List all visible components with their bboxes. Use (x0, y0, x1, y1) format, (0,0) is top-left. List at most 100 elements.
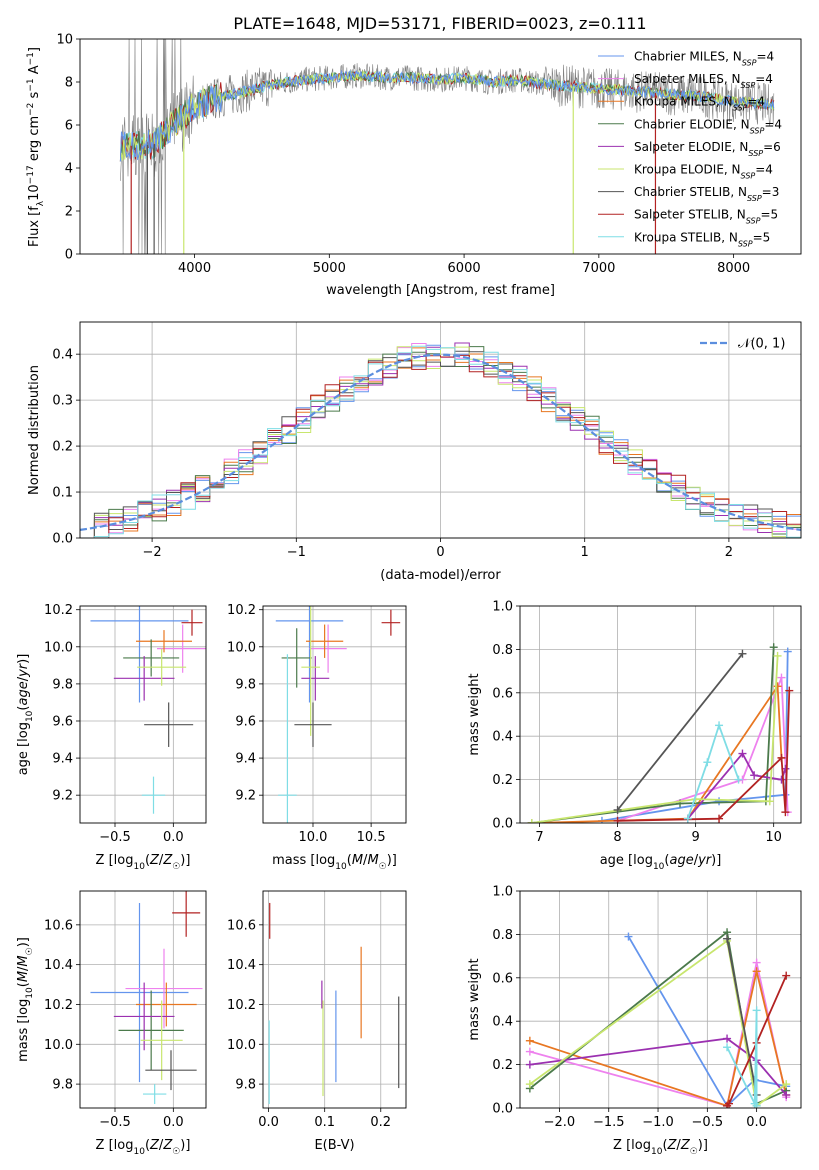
y-tick-label: 10.0 (44, 1038, 73, 1053)
axes-mass_vs_Z: −0.5 0.0 9.8 10.0 10.2 10.4 10.6 Z [log10(Z/Z☉)… (16, 891, 206, 1157)
x-tick-label: 0.0 (163, 1115, 184, 1130)
residuals-frame (79, 321, 802, 539)
y-tick-label: 0.2 (492, 773, 513, 788)
y-tick-label: 9.2 (52, 789, 73, 804)
y-tick-label: 9.4 (52, 752, 73, 767)
legend-label: Chabrier MILES, NSSP=4 (634, 50, 774, 68)
x-axis-label: Z [log10(Z/Z☉)] (96, 1138, 191, 1157)
y-axis-label: mass weight (467, 673, 482, 755)
histogram-steps (80, 342, 801, 538)
x-axis-label: E(B-V) (314, 1138, 354, 1153)
weight-lines (527, 643, 794, 823)
legend-label: Salpeter STELIB, NSSP=5 (634, 208, 778, 226)
x-tick-label: −1.5 (593, 1115, 625, 1130)
axes-age_vs_Z: −0.5 0.0 9.2 9.4 9.6 9.8 10.0 10.2 Z [log10(Z/Z☉… (16, 603, 206, 872)
weight_vs_Z-frame (519, 890, 802, 1109)
x-tick-label: 2 (725, 545, 733, 560)
errorbar-points (90, 606, 206, 814)
x-tick-label: 0.0 (163, 830, 184, 845)
y-axis-label: mass weight (467, 958, 482, 1040)
x-tick-label: 0 (436, 545, 444, 560)
x-tick-label: 8 (613, 830, 621, 845)
y-tick-label: 0.0 (52, 532, 73, 547)
y-tick-label: 0.3 (52, 394, 73, 409)
x-tick-label: 0.0 (258, 1115, 279, 1130)
x-tick-label: 0.0 (746, 1115, 767, 1130)
mass_vs_Z-frame (79, 890, 207, 1109)
figure-title: PLATE=1648, MJD=53171, FIBERID=0023, z=0… (233, 14, 646, 33)
x-tick-label: 4000 (178, 261, 211, 276)
weight-series (627, 936, 787, 1108)
y-axis-label: Normed distribution (27, 365, 42, 495)
y-axis-label: Flux [fλ10−17 erg cm−2 s−1 A−1] (26, 47, 46, 247)
y-tick-label: 10.2 (227, 998, 256, 1013)
y-axis-label: mass [log10(M/M☉)] (16, 937, 35, 1062)
y-tick-label: 10.2 (227, 603, 256, 618)
y-axis-label: age [log10(age/yr)] (16, 654, 35, 776)
spectrum-frame (79, 38, 802, 255)
errorbar-points (90, 891, 203, 1105)
y-tick-label: 10.6 (227, 918, 256, 933)
weight-series (531, 683, 783, 823)
legend-label: Salpeter MILES, NSSP=4 (634, 72, 773, 90)
x-tick-label: 7 (535, 830, 543, 845)
y-tick-label: 10.2 (44, 998, 73, 1013)
x-tick-label: −0.5 (99, 830, 131, 845)
x-tick-label: 9 (691, 830, 699, 845)
weight-series (529, 939, 787, 1108)
axes-spectrum: 4000 5000 6000 7000 8000 0 2 4 6 8 10 wavelength [A… (26, 33, 750, 299)
x-tick-label: 6000 (448, 261, 481, 276)
gaussian-curve (80, 353, 801, 531)
legend-label: Salpeter ELODIE, NSSP=6 (634, 140, 781, 158)
y-tick-label: 9.4 (235, 752, 256, 767)
x-tick-label: 8000 (717, 261, 750, 276)
legend-label: Kroupa STELIB, NSSP=5 (634, 230, 770, 248)
histogram (80, 346, 801, 538)
mass_vs_ebv-frame (262, 890, 407, 1109)
y-tick-label: 10.2 (44, 603, 73, 618)
y-tick-label: 10.6 (44, 918, 73, 933)
errorbar-points (268, 902, 400, 1105)
y-tick-label: 10.4 (44, 958, 73, 973)
y-tick-label: 0.8 (492, 643, 513, 658)
x-axis-label: wavelength [Angstrom, rest frame] (326, 283, 555, 298)
y-tick-label: 0.0 (492, 817, 513, 832)
x-tick-label: 5000 (313, 261, 346, 276)
x-tick-label: −2.0 (544, 1115, 576, 1130)
axes-mass_vs_ebv: 0.0 0.1 0.2 9.8 10.0 10.2 10.4 10.6 E(B-V) (227, 891, 406, 1153)
weight-series (726, 938, 758, 1096)
y-tick-label: 9.8 (52, 1078, 73, 1093)
y-tick-label: 0.4 (492, 730, 513, 745)
weight_vs_age-frame (519, 605, 802, 824)
weight-series (531, 647, 775, 823)
errorbar-points (275, 606, 401, 823)
x-tick-label: 10 (765, 830, 782, 845)
y-tick-label: 1.0 (492, 600, 513, 615)
weight-series (726, 975, 788, 1107)
axes-weight_vs_Z: −2.0 −1.5 −1.0 −0.5 0.0 0.0 0.2 0.4 0.6 0.8 1.0 Z [… (467, 885, 801, 1157)
x-tick-label: 0.1 (314, 1115, 335, 1130)
x-tick-label: 0.2 (370, 1115, 391, 1130)
y-tick-label: 4 (65, 162, 73, 177)
y-tick-label: 0.8 (492, 928, 513, 943)
x-tick-label: −0.5 (692, 1115, 724, 1130)
model-spectrum (119, 69, 775, 162)
x-axis-label: mass [log10(M/M☉)] (272, 853, 397, 872)
legend-label: 𝒩(0, 1) (738, 337, 785, 352)
legend-label: Kroupa ELODIE, NSSP=4 (634, 163, 773, 181)
y-tick-label: 6 (65, 119, 73, 134)
x-tick-label: 10.0 (299, 830, 328, 845)
weight-series (529, 1037, 787, 1096)
age_vs_Z-frame (79, 605, 207, 824)
model-spectrum (119, 69, 775, 162)
x-tick-label: 1 (581, 545, 589, 560)
y-tick-label: 8 (65, 76, 73, 91)
y-tick-label: 0.2 (492, 1058, 513, 1073)
y-tick-label: 0 (65, 248, 73, 263)
x-tick-label: −1.0 (642, 1115, 674, 1130)
model-spectrum (119, 70, 775, 162)
x-axis-label: (data-model)/error (380, 568, 501, 583)
spectrum-legend: Chabrier MILES, NSSP=4 Salpeter MILES, NS… (598, 50, 782, 248)
y-tick-label: 10.4 (227, 958, 256, 973)
